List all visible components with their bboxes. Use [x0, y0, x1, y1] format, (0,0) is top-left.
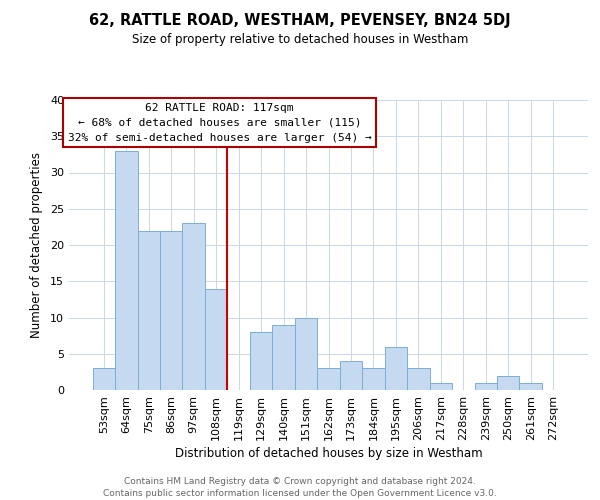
Bar [317, 368, 340, 390]
Bar [182, 223, 205, 390]
Text: Size of property relative to detached houses in Westham: Size of property relative to detached ho… [132, 32, 468, 46]
X-axis label: Distribution of detached houses by size in Westham: Distribution of detached houses by size … [175, 447, 482, 460]
Bar [92, 368, 115, 390]
Bar [430, 383, 452, 390]
Bar [407, 368, 430, 390]
Bar [205, 288, 227, 390]
Text: Contains HM Land Registry data © Crown copyright and database right 2024.: Contains HM Land Registry data © Crown c… [124, 478, 476, 486]
Bar [160, 230, 182, 390]
Y-axis label: Number of detached properties: Number of detached properties [30, 152, 43, 338]
Bar [295, 318, 317, 390]
Bar [340, 361, 362, 390]
Bar [272, 325, 295, 390]
Bar [520, 383, 542, 390]
Text: 62, RATTLE ROAD, WESTHAM, PEVENSEY, BN24 5DJ: 62, RATTLE ROAD, WESTHAM, PEVENSEY, BN24… [89, 12, 511, 28]
Text: 62 RATTLE ROAD: 117sqm
← 68% of detached houses are smaller (115)
32% of semi-de: 62 RATTLE ROAD: 117sqm ← 68% of detached… [68, 103, 371, 142]
Text: Contains public sector information licensed under the Open Government Licence v3: Contains public sector information licen… [103, 489, 497, 498]
Bar [115, 151, 137, 390]
Bar [137, 230, 160, 390]
Bar [475, 383, 497, 390]
Bar [385, 346, 407, 390]
Bar [362, 368, 385, 390]
Bar [250, 332, 272, 390]
Bar [497, 376, 520, 390]
